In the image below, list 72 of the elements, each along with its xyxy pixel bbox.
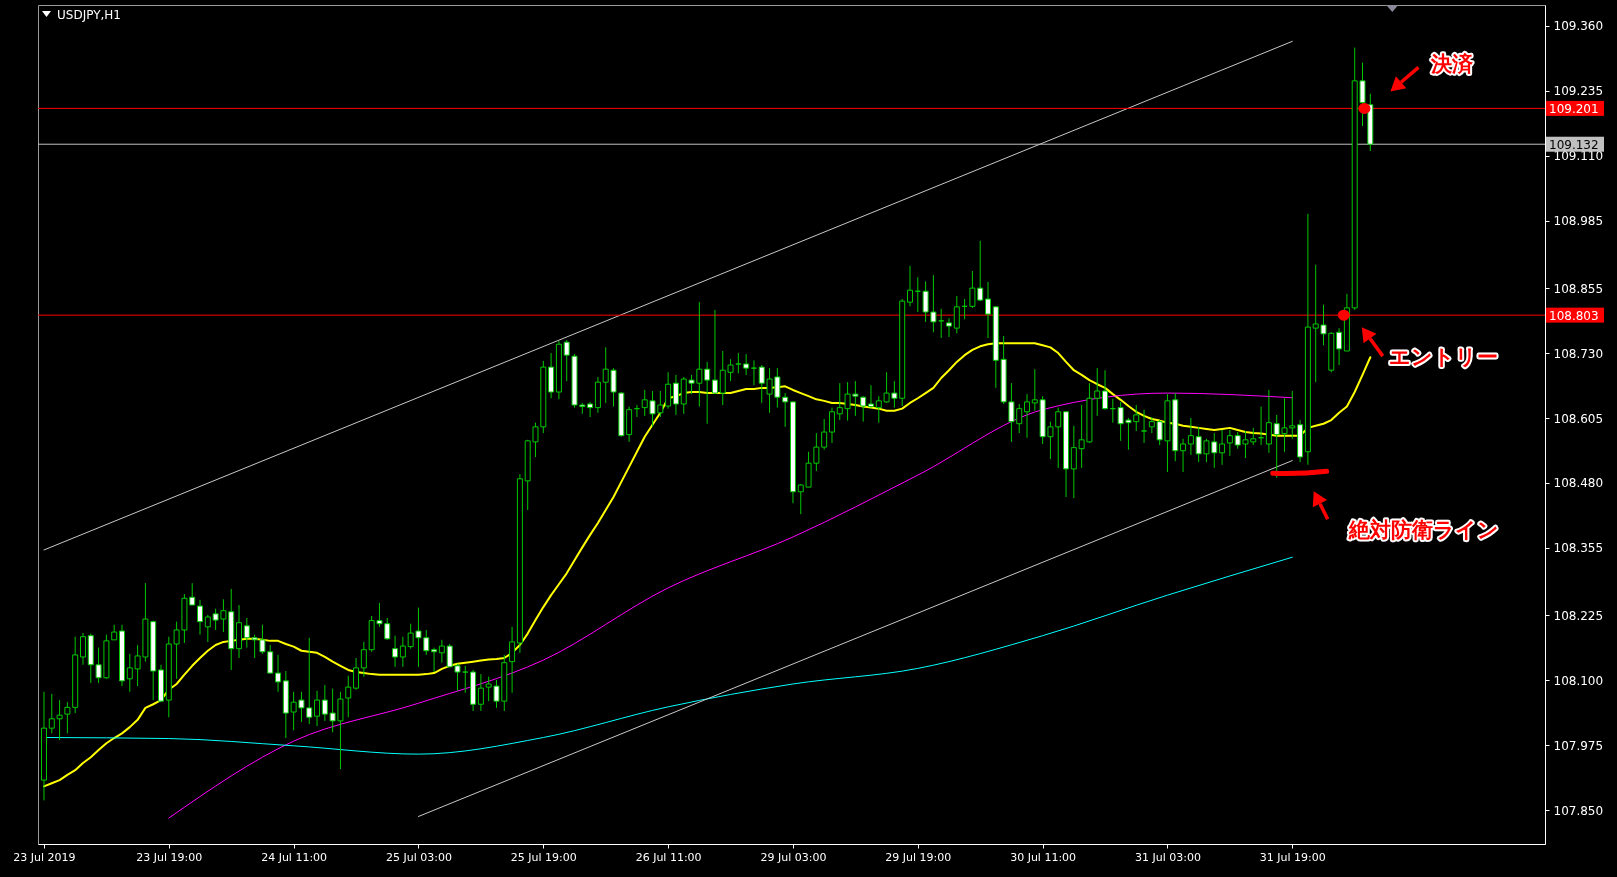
- candlestick: [735, 352, 742, 374]
- y-tick-label: 108.605: [1553, 411, 1604, 426]
- candlestick: [1265, 389, 1272, 454]
- candlestick: [1141, 409, 1148, 444]
- x-tick-label: 25 Jul 19:00: [510, 850, 577, 864]
- candlestick: [399, 636, 406, 668]
- chart-title: USDJPY,H1: [57, 8, 121, 22]
- y-tick-label: 109.235: [1553, 84, 1604, 99]
- x-tick-label: 23 Jul 19:00: [136, 850, 203, 864]
- candlestick: [563, 339, 570, 382]
- candlestick: [79, 632, 86, 666]
- candlestick: [1336, 327, 1343, 366]
- candlestick: [860, 395, 867, 423]
- candlestick: [587, 401, 594, 418]
- annotation: 絶対防衛ライン: [1347, 518, 1499, 543]
- y-tick-label: 109.360: [1553, 19, 1604, 34]
- candlestick: [750, 359, 757, 386]
- x-tick-label: 31 Jul 19:00: [1259, 850, 1326, 864]
- x-tick-label: 24 Jul 11:00: [261, 850, 328, 864]
- candlestick: [392, 635, 399, 668]
- candlestick: [509, 626, 516, 694]
- candlestick: [704, 361, 711, 425]
- candlestick: [360, 641, 367, 678]
- x-tick-label: 26 Jul 11:00: [635, 850, 702, 864]
- x-tick-label: 29 Jul 03:00: [760, 850, 827, 864]
- candlestick: [1024, 393, 1031, 439]
- x-tick-label: 29 Jul 19:00: [885, 850, 952, 864]
- y-tick-label: 107.975: [1553, 738, 1604, 753]
- candlestick: [1187, 417, 1194, 456]
- candlestick: [1180, 438, 1187, 473]
- y-tick-label: 108.480: [1553, 476, 1604, 491]
- y-tick-label: 108.100: [1553, 673, 1604, 688]
- candlestick: [353, 657, 360, 691]
- candlestick: [438, 639, 445, 664]
- candlestick: [462, 665, 469, 694]
- candlestick: [477, 673, 484, 712]
- candlestick: [867, 384, 874, 409]
- x-tick-label: 30 Jul 11:00: [1010, 850, 1077, 864]
- candlestick: [711, 309, 718, 395]
- y-tick-label: 107.850: [1553, 803, 1604, 818]
- y-tick-label: 108.985: [1553, 214, 1604, 229]
- candlestick: [1148, 416, 1155, 434]
- ref-line-label: 109.132: [1549, 137, 1599, 152]
- y-tick-label: 108.855: [1553, 281, 1604, 296]
- annotation: 決済: [1430, 52, 1475, 77]
- candlestick: [828, 407, 835, 444]
- candlestick: [197, 599, 204, 636]
- candlestick: [672, 374, 679, 416]
- x-tick-label: 25 Jul 03:00: [385, 850, 452, 864]
- candlestick: [743, 353, 750, 376]
- candlestick: [985, 281, 992, 339]
- candlestick: [1226, 429, 1233, 457]
- candlestick: [665, 371, 672, 410]
- y-tick-label: 108.355: [1553, 541, 1604, 556]
- line-series: [168, 392, 1293, 819]
- ref-line-label: 109.201: [1549, 101, 1599, 116]
- candlestick: [275, 654, 282, 693]
- y-tick-label: 108.225: [1553, 608, 1604, 623]
- annotation: エントリー: [1389, 345, 1499, 370]
- candlestick: [906, 265, 913, 307]
- candlestick: [946, 317, 952, 338]
- candlestick: [431, 647, 438, 673]
- candlestick: [953, 295, 960, 334]
- candlestick: [1219, 429, 1226, 466]
- candlestick: [1102, 369, 1109, 411]
- ref-line-label: 108.803: [1549, 308, 1599, 323]
- candlestick: [938, 308, 945, 339]
- y-tick-label: 109.110: [1553, 149, 1604, 164]
- x-tick-label: 23 Jul 2019: [13, 850, 76, 864]
- x-tick-label: 31 Jul 03:00: [1134, 850, 1201, 864]
- candlestick: [314, 690, 321, 727]
- y-tick-label: 108.730: [1553, 346, 1604, 361]
